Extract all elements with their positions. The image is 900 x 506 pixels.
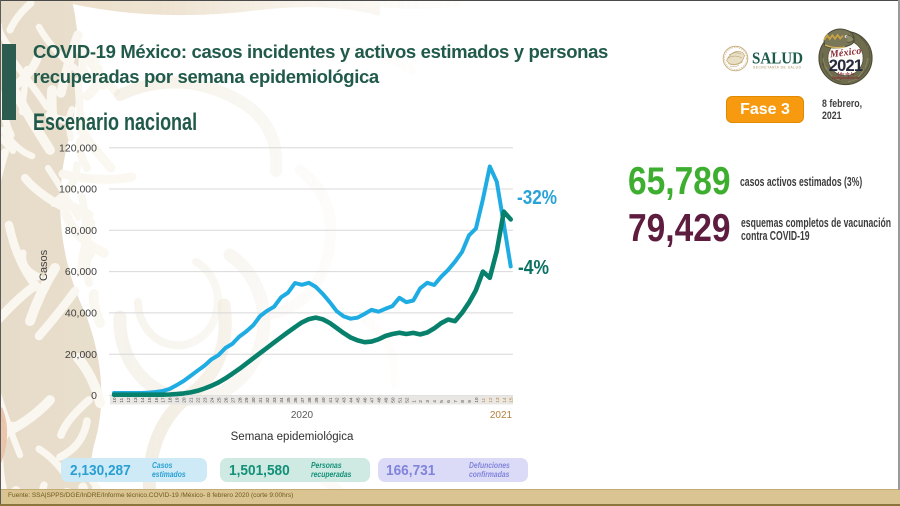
svg-text:20: 20 [182, 397, 188, 403]
svg-text:2: 2 [418, 400, 424, 403]
svg-text:51: 51 [397, 397, 403, 403]
svg-text:8: 8 [460, 400, 466, 403]
svg-text:2021: 2021 [829, 57, 863, 75]
svg-text:13: 13 [133, 397, 139, 403]
svg-text:-4%: -4% [518, 256, 549, 279]
svg-text:Independencia: Independencia [831, 75, 860, 80]
svg-text:11: 11 [119, 397, 125, 402]
svg-text:7: 7 [453, 400, 459, 403]
svg-text:31: 31 [258, 397, 264, 403]
svg-text:11: 11 [481, 397, 487, 402]
svg-text:19: 19 [175, 397, 181, 403]
svg-text:33: 33 [272, 397, 278, 403]
svg-text:6: 6 [446, 400, 452, 403]
svg-text:35: 35 [286, 397, 292, 403]
svg-text:45: 45 [356, 397, 362, 403]
svg-text:42: 42 [335, 397, 341, 403]
svg-text:37: 37 [300, 397, 306, 403]
svg-text:46: 46 [363, 397, 369, 403]
svg-text:14: 14 [502, 397, 508, 403]
svg-text:15: 15 [509, 397, 515, 403]
svg-text:26: 26 [223, 397, 229, 403]
svg-text:36: 36 [293, 397, 299, 403]
svg-text:-32%: -32% [517, 186, 557, 209]
svg-text:22: 22 [196, 397, 202, 403]
svg-text:0: 0 [91, 390, 97, 402]
svg-text:32: 32 [265, 397, 271, 403]
svg-text:2020: 2020 [291, 410, 314, 421]
svg-text:Casos: Casos [38, 249, 50, 281]
svg-text:23: 23 [203, 397, 209, 403]
svg-text:80,000: 80,000 [65, 225, 97, 237]
svg-text:25: 25 [216, 397, 222, 403]
svg-text:100,000: 100,000 [59, 184, 97, 196]
svg-text:47: 47 [370, 397, 376, 403]
svg-text:41: 41 [328, 397, 334, 403]
svg-text:29: 29 [244, 397, 250, 403]
svg-text:14: 14 [140, 397, 146, 403]
svg-text:16: 16 [154, 397, 160, 403]
svg-text:17: 17 [161, 397, 167, 403]
svg-text:12: 12 [126, 397, 132, 403]
svg-text:40,000: 40,000 [65, 308, 97, 320]
svg-text:13: 13 [495, 397, 501, 403]
svg-text:21: 21 [189, 397, 195, 403]
svg-text:9: 9 [467, 400, 473, 403]
svg-text:43: 43 [342, 397, 348, 403]
svg-text:3: 3 [425, 400, 431, 403]
svg-text:5: 5 [439, 400, 445, 403]
svg-text:48: 48 [377, 397, 383, 403]
svg-text:12: 12 [488, 397, 494, 403]
svg-text:49: 49 [383, 397, 389, 403]
svg-text:38: 38 [307, 397, 313, 403]
svg-text:10: 10 [474, 397, 480, 403]
svg-text:10: 10 [112, 397, 118, 403]
svg-text:SECRETARÍA DE SALUD: SECRETARÍA DE SALUD [753, 66, 802, 70]
svg-text:4: 4 [432, 400, 438, 403]
svg-text:20,000: 20,000 [65, 349, 97, 361]
svg-text:40: 40 [321, 397, 327, 403]
svg-text:28: 28 [237, 397, 243, 403]
svg-text:2021: 2021 [490, 410, 513, 421]
svg-text:60,000: 60,000 [65, 266, 97, 278]
svg-text:120,000: 120,000 [59, 142, 97, 154]
svg-text:México: México [828, 46, 862, 61]
svg-text:18: 18 [168, 397, 174, 403]
svg-text:39: 39 [314, 397, 320, 403]
svg-text:24: 24 [209, 397, 215, 403]
svg-text:15: 15 [147, 397, 153, 403]
svg-text:SALUD: SALUD [752, 49, 803, 68]
svg-text:34: 34 [279, 397, 285, 403]
svg-text:1: 1 [411, 400, 417, 403]
svg-text:Semana epidemiológica: Semana epidemiológica [231, 431, 354, 443]
svg-text:30: 30 [251, 397, 257, 403]
svg-text:44: 44 [349, 397, 355, 403]
svg-text:52: 52 [404, 397, 410, 403]
svg-text:27: 27 [230, 397, 236, 403]
svg-text:50: 50 [390, 397, 396, 403]
svg-text:Año de la: Año de la [836, 71, 855, 76]
